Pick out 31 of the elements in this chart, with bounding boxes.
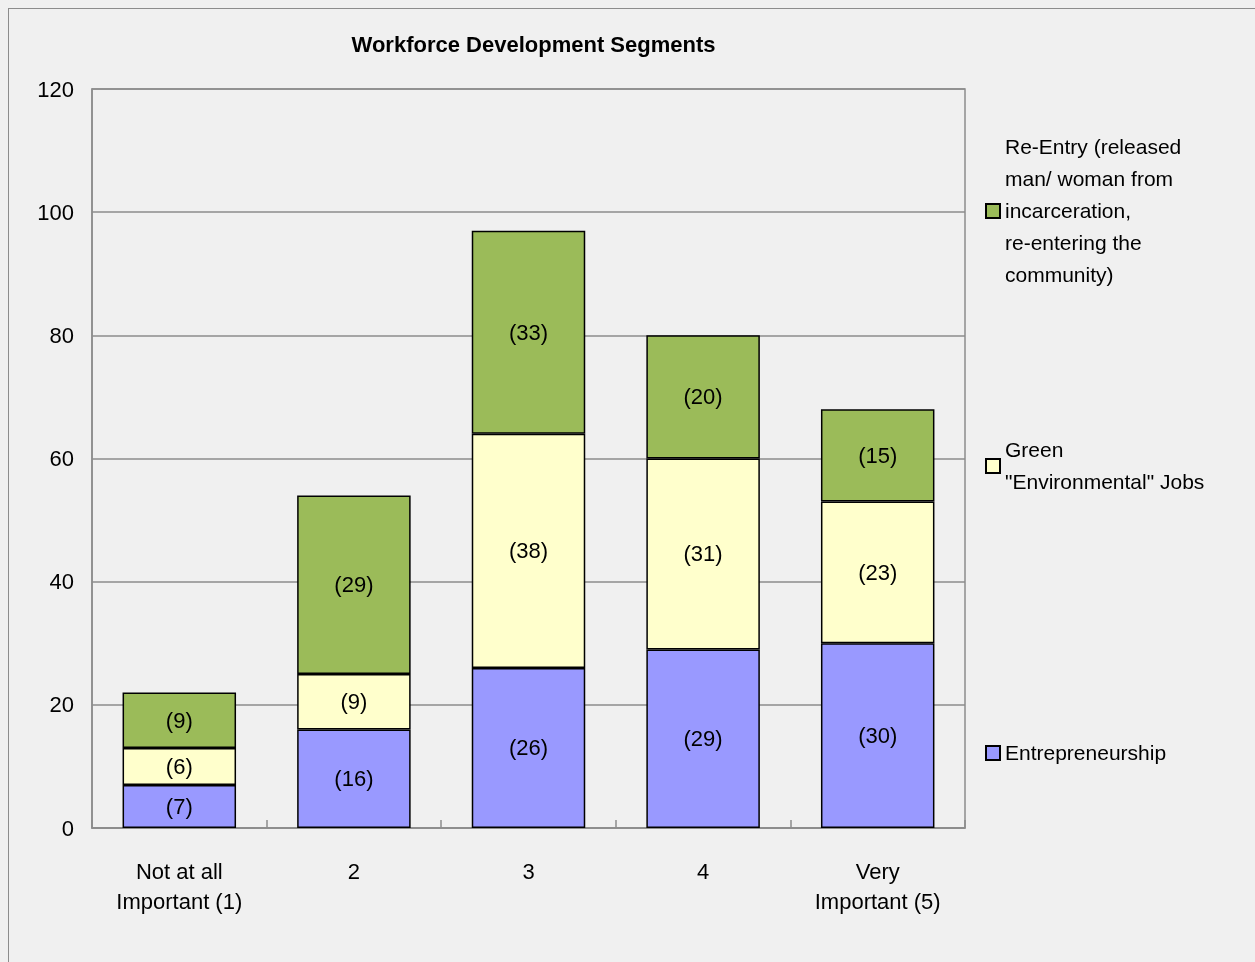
y-tick-label: 120 bbox=[37, 76, 74, 102]
x-tick-label: Very Important (5) bbox=[814, 858, 941, 914]
data-label: (7) bbox=[165, 793, 193, 819]
y-tick-label: 100 bbox=[37, 199, 74, 225]
x-tick-label: Not at all Important (1) bbox=[116, 858, 243, 914]
data-label: (31) bbox=[683, 541, 723, 567]
data-label: (30) bbox=[858, 723, 898, 749]
legend-label: Green "Environmental" Jobs bbox=[1005, 438, 1205, 494]
data-label: (26) bbox=[508, 735, 549, 761]
y-tick-label: 20 bbox=[49, 692, 74, 718]
legend-label: Entrepreneurship bbox=[1005, 741, 1167, 765]
data-label: (9) bbox=[340, 689, 368, 715]
chart-title: Workforce Development Segments bbox=[351, 31, 716, 57]
x-tick-label: 3 bbox=[522, 858, 535, 884]
y-tick-label: 40 bbox=[49, 569, 74, 595]
data-label: (23) bbox=[858, 559, 898, 585]
data-label: (6) bbox=[165, 753, 193, 779]
x-tick-label: 2 bbox=[347, 858, 361, 884]
y-tick-label: 80 bbox=[49, 322, 74, 348]
data-label: (9) bbox=[165, 707, 193, 733]
data-label: (16) bbox=[334, 766, 374, 792]
y-tick-label: 60 bbox=[49, 446, 74, 471]
data-label: (20) bbox=[683, 384, 723, 410]
data-label: (29) bbox=[683, 726, 723, 752]
data-label: (38) bbox=[508, 538, 549, 564]
x-tick-label: 4 bbox=[696, 858, 710, 884]
data-label: (15) bbox=[858, 442, 898, 468]
data-label: (29) bbox=[334, 572, 374, 598]
y-tick-label: 0 bbox=[61, 815, 74, 841]
legend-label: Re-Entry (released man/ woman from incarceration, re-entering the community) bbox=[1005, 135, 1188, 287]
data-label: (33) bbox=[508, 319, 549, 345]
